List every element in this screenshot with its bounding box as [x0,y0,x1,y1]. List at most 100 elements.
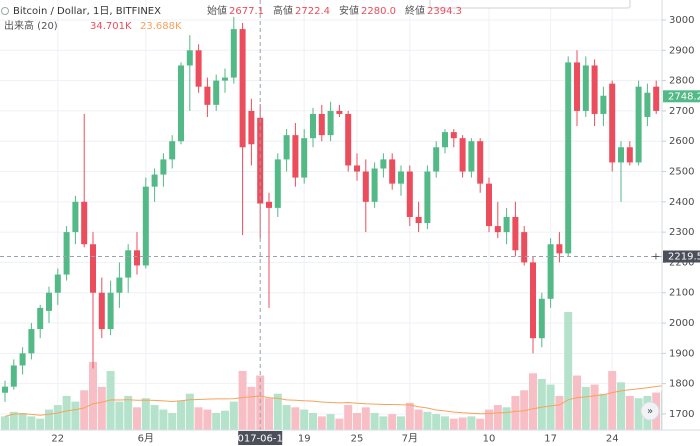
candle-body [107,292,114,330]
volume-bar [18,412,27,430]
candle-body [591,65,598,114]
candle-body [46,292,52,311]
scroll-button[interactable] [640,401,660,421]
volume-bar [62,395,71,430]
candle-body [160,159,167,175]
volume-bar [309,412,317,430]
candle-layer [2,16,668,402]
candle-body [442,132,448,148]
x-tick-label: 7月 [402,433,418,445]
volume-bar [291,407,300,430]
volume-bar [581,386,590,430]
volume-bar [608,371,617,430]
ohlc-value: 2280.0 [361,6,396,17]
volume-bar [229,401,238,430]
candle-body [257,117,264,204]
volume-bar [265,398,273,430]
volume-bar [476,418,485,430]
volume-average-line [4,385,666,417]
candle-body [248,110,255,145]
candle-body [574,62,580,111]
candle-body [530,262,536,339]
candle-body [582,65,589,111]
x-tick-label: 24 [606,434,619,445]
candle-body [178,65,184,142]
candle-body [503,216,510,233]
volume-bar [423,411,432,430]
candle-body [415,216,422,224]
x-tick-label: 19 [298,434,311,445]
candle-body [274,159,281,208]
volume-bar [634,398,643,430]
volume-bar [247,386,256,430]
candle-body [327,110,334,136]
volume-bar [467,416,476,430]
volume-bar [493,405,502,430]
volume-bar [45,409,53,430]
candle-body [459,138,466,172]
volume-bar [80,390,89,430]
volume-bar [115,401,124,430]
candle-body [477,141,484,184]
x-tick-label: 17 [544,434,557,445]
candle-body [644,92,651,117]
volume-value: 34.701K [90,21,132,32]
candle-body [318,113,325,136]
volume-bar [520,390,529,430]
candle-body [653,86,660,111]
volume-bar [590,384,599,430]
volume-bar [502,407,511,430]
candle-body [371,168,378,202]
candle-body [2,386,8,393]
candle-body [134,250,140,266]
y-tick-label: 3000 [669,15,694,26]
candle-body [90,244,96,293]
volume-bar [432,414,441,430]
candle-body [380,159,387,169]
status-icon [1,7,9,15]
candle-body [301,138,308,178]
candle-body [635,86,642,163]
candle-body [283,135,290,160]
volume-bar [441,416,449,430]
y-tick-label: 2800 [669,76,694,87]
candle-body [213,80,220,105]
candle-body [433,147,440,172]
candle-body [19,353,26,366]
candle-body [142,186,149,266]
volume-bar [511,395,520,430]
axis-layer: 1700 1800 1900 2000 2100 2200 2300 2400 2500 2600… [51,15,700,445]
volume-bar [573,375,581,430]
candle-body [116,277,123,293]
candle-body [406,171,413,217]
y-tick-label: 2900 [669,45,694,56]
volume-bar [344,405,353,430]
x-tick-label: 22 [51,434,64,445]
candle-body [398,171,404,184]
ohlc-value: 2677.1 [229,6,264,17]
ohlc-name: 安値 [339,4,359,17]
volume-bar [625,395,634,430]
candle-body [230,29,237,78]
candle-body [336,110,343,114]
volume-bar [36,418,45,430]
volume-bar [221,410,229,430]
last-price-box [663,90,700,103]
ohlc-value: 2722.4 [295,6,330,17]
volume-bar [485,409,493,430]
price-axis [662,0,700,446]
volume-bar [177,400,185,430]
volume-bar [212,412,221,430]
volume-bar [300,409,309,430]
candle-body [600,95,607,114]
crosshair-x-label-box [238,431,283,445]
candle-body [494,226,501,233]
symbol-title: Bitcoin / Dollar, 1日, BITFINEX [13,6,161,17]
volume-bar [458,417,467,430]
volume-bar [203,409,212,430]
legend: Bitcoin / Dollar, 1日, BITFINEX 始値 2677.1 高値… [4,4,462,32]
candle-body [424,171,431,224]
candle-body [37,307,44,330]
candle-body [556,244,563,254]
ohlc-name: 終値 [405,4,425,17]
